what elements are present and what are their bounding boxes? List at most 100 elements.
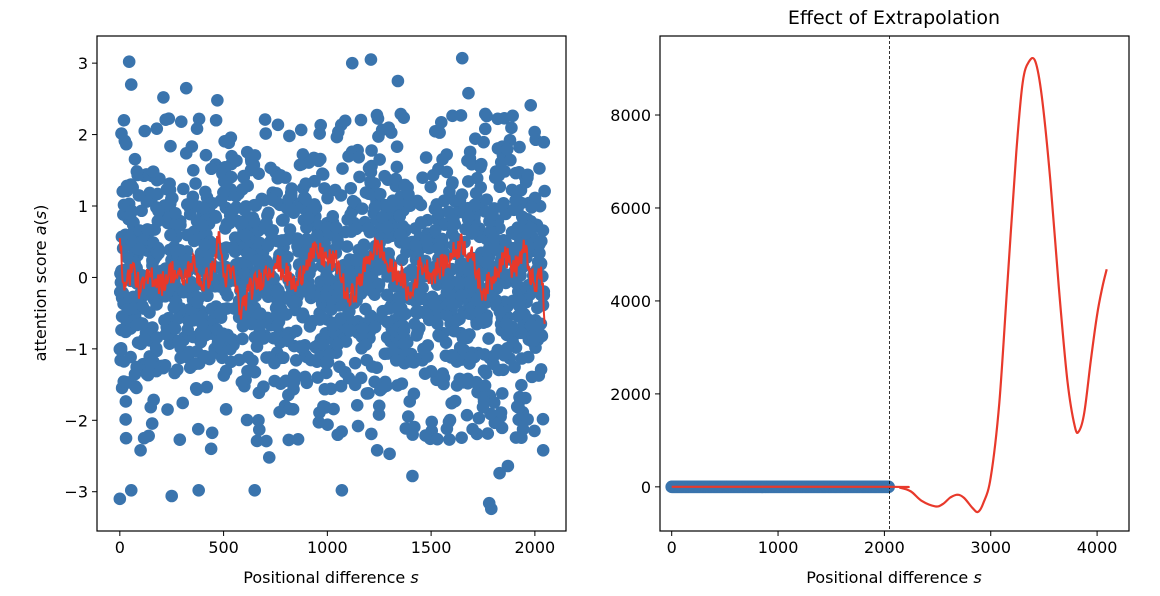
left-scatter-point: [237, 318, 251, 332]
left-scatter-point: [342, 150, 355, 163]
left-scatter-point: [219, 403, 233, 416]
left-scatter-point: [145, 417, 159, 430]
left-scatter-point: [248, 215, 261, 228]
left-scatter-point: [442, 205, 455, 219]
left-x-tick-label: 500: [208, 538, 239, 557]
left-scatter-point: [198, 349, 211, 363]
left-scatter-point: [167, 321, 181, 334]
left-scatter-point: [312, 154, 325, 168]
left-scatter-point: [205, 162, 218, 176]
left-scatter-point: [250, 434, 264, 448]
left-scatter-point: [425, 415, 439, 429]
left-scatter-point: [119, 325, 132, 339]
left-scatter-point: [321, 418, 334, 431]
left-scatter-point: [114, 343, 128, 357]
left-scatter-point: [340, 240, 354, 253]
left-scatter-point: [271, 118, 285, 132]
left-scatter-point: [515, 352, 529, 365]
left-scatter-point: [401, 410, 415, 423]
left-scatter-point: [538, 184, 551, 198]
left-scatter-point: [250, 254, 264, 267]
left-scatter-point: [296, 307, 310, 321]
left-scatter-point: [445, 177, 459, 191]
left-scatter-point: [293, 340, 307, 353]
left-scatter-point: [134, 443, 147, 457]
left-scatter-point: [481, 427, 495, 440]
left-scatter-point: [130, 360, 143, 374]
left-scatter-point: [138, 124, 152, 138]
left-scatter-point: [356, 322, 370, 336]
left-scatter-point: [187, 313, 200, 327]
left-scatter-point: [528, 125, 541, 139]
left-scatter-point: [334, 312, 347, 325]
left-scatter-point: [195, 219, 209, 232]
left-scatter-point: [497, 348, 511, 362]
left-scatter-point: [119, 137, 133, 151]
left-scatter-point: [478, 122, 492, 136]
left-scatter-point: [479, 256, 493, 269]
left-scatter-point: [146, 165, 160, 178]
left-scatter-point: [381, 315, 394, 329]
left-scatter-point: [264, 226, 277, 239]
left-scatter-point: [313, 406, 326, 419]
left-scatter-point: [119, 395, 133, 408]
left-scatter-point: [324, 382, 338, 396]
left-x-axis-label: Positional difference s: [243, 568, 418, 587]
left-scatter-point: [173, 433, 187, 446]
left-scatter-point: [437, 194, 451, 207]
left-scatter-point: [350, 398, 364, 412]
left-scatter-point: [382, 121, 396, 135]
left-scatter-point: [343, 324, 357, 338]
left-scatter-point: [426, 169, 440, 182]
left-scatter-point: [419, 151, 433, 164]
left-scatter-point: [351, 419, 365, 433]
left-scatter-point: [389, 354, 403, 367]
left-scatter-point: [240, 413, 254, 427]
left-scatter-point: [399, 307, 412, 321]
left-scatter-point: [354, 113, 368, 127]
left-y-tick-label: −1: [64, 340, 88, 359]
left-scatter-point: [283, 402, 297, 416]
left-scatter-point: [500, 143, 514, 156]
left-scatter-point: [355, 341, 368, 355]
left-scatter-point: [344, 225, 358, 238]
left-scatter-point: [492, 363, 506, 377]
left-scatter-point: [439, 308, 453, 322]
left-scatter-point: [293, 158, 307, 172]
left-scatter-point: [521, 413, 534, 426]
left-scatter-point: [359, 302, 372, 316]
left-scatter-point: [205, 426, 219, 440]
left-scatter-point: [434, 116, 448, 129]
left-scatter-point: [316, 167, 329, 180]
left-scatter-point: [281, 334, 295, 348]
left-scatter-point: [511, 221, 524, 235]
left-scatter-point: [192, 483, 205, 497]
left-scatter-point: [436, 153, 449, 166]
left-scatter-point: [470, 375, 483, 389]
left-scatter-point: [418, 367, 432, 380]
left-scatter-point: [510, 400, 524, 413]
left-scatter-point: [318, 182, 331, 195]
left-scatter-point: [462, 263, 475, 277]
left-scatter-point: [132, 189, 146, 202]
left-scatter-point: [261, 239, 275, 253]
left-scatter-point: [470, 294, 484, 307]
left-scatter-point: [152, 204, 165, 218]
left-scatter-point: [130, 165, 144, 178]
left-scatter-point: [335, 425, 348, 438]
left-scatter-point: [533, 162, 546, 175]
left-scatter-point: [391, 379, 404, 392]
left-chart: 0 500 1000 1500 2000 −3 −2 −1 0 1 2 3 Positional di…: [31, 35, 567, 587]
left-y-tick-label: 0: [78, 268, 88, 287]
left-scatter-point: [316, 338, 330, 351]
left-scatter-point: [327, 402, 340, 416]
left-y-axis-label: attention score a(s): [31, 205, 50, 362]
left-scatter-point: [271, 286, 284, 300]
left-scatter-point: [397, 337, 411, 350]
left-scatter-point: [508, 271, 522, 285]
left-scatter-point: [298, 370, 312, 384]
left-scatter-point: [279, 308, 293, 321]
left-scatter-point: [375, 382, 389, 395]
left-scatter-point: [150, 122, 164, 135]
